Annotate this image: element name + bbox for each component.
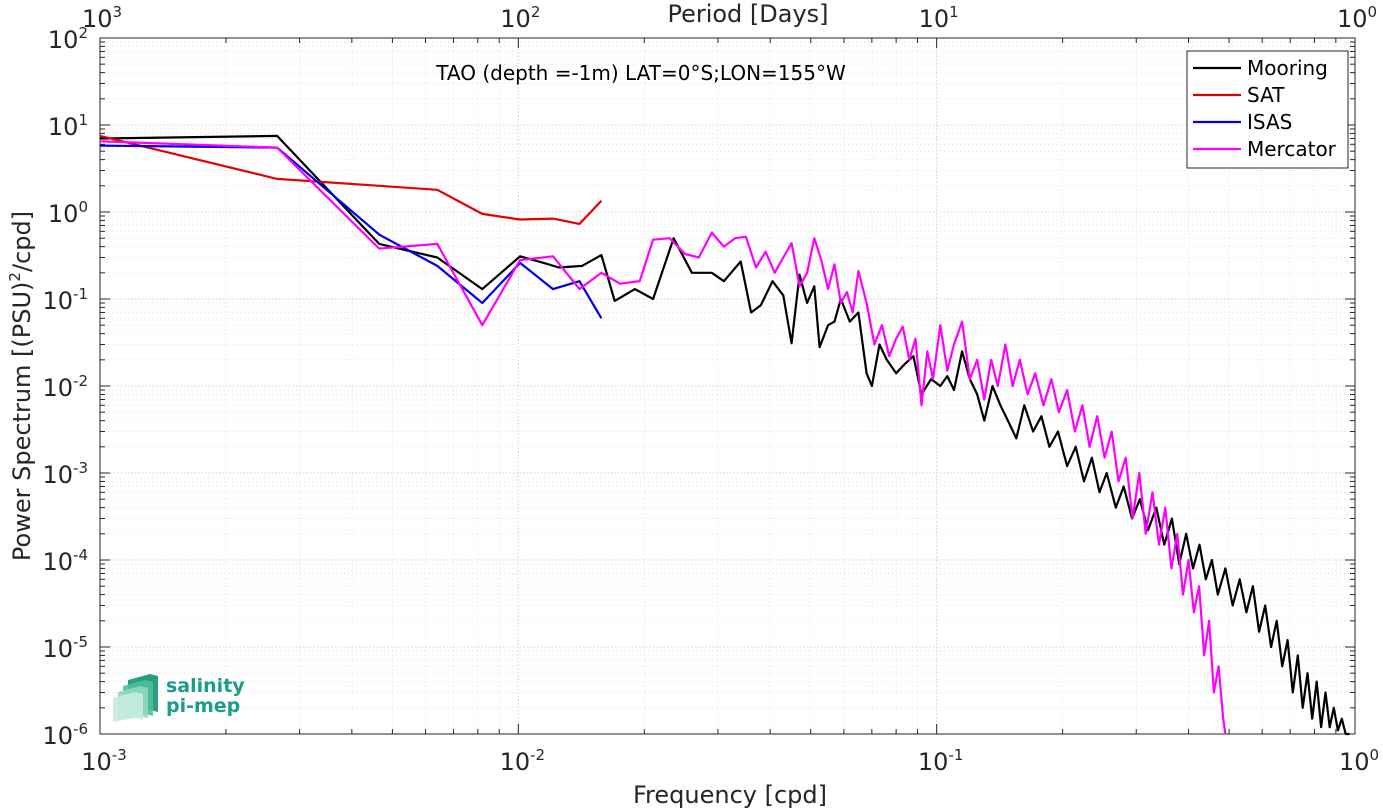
y-axis-title-tail: /cpd] [8, 211, 36, 272]
y-axis-title-sup: 2 [6, 272, 24, 282]
y-axis-title: Power Spectrum [(PSU)2/cpd] [6, 211, 36, 561]
y-tick-label: 101 [48, 111, 88, 141]
series-line-mercator [99, 140, 1227, 735]
logo-text-pimep: pi-mep [166, 695, 240, 717]
wave-logo-icon [113, 674, 158, 722]
x-tick-label: 10-3 [81, 746, 127, 776]
top-x-tick-label: 102 [500, 3, 540, 33]
top-x-tick-label: 101 [919, 3, 959, 33]
legend-label-isas: ISAS [1247, 110, 1292, 134]
grid-lines [99, 38, 1355, 735]
x-tick-label: 10-2 [500, 746, 546, 776]
salinity-pimep-logo: salinity pi-mep [113, 674, 245, 722]
y-tick-label: 10-1 [42, 285, 88, 315]
legend-label-mooring: Mooring [1247, 56, 1328, 80]
legend: Mooring SAT ISAS Mercator [1186, 50, 1349, 169]
series-line-mooring [99, 134, 1350, 736]
chart-title: TAO (depth =-1m) LAT=0°S;LON=155°W [435, 61, 846, 85]
y-tick-label: 102 [48, 24, 88, 54]
y-tick-label: 10-6 [42, 720, 88, 750]
x-tick-label: 10-1 [918, 746, 964, 776]
x-tick-label: 100 [1339, 746, 1379, 776]
legend-label-mercator: Mercator [1247, 137, 1337, 161]
top-axis-title: Period [Days] [667, 0, 828, 28]
y-tick-label: 10-4 [42, 546, 88, 576]
y-tick-label: 10-3 [42, 459, 88, 489]
tick-marks [99, 37, 1356, 735]
data-series [99, 134, 1350, 736]
series-line-isas [99, 144, 603, 319]
top-x-tick-label: 100 [1337, 3, 1377, 33]
legend-label-sat: SAT [1247, 83, 1285, 107]
y-axis-title-main: Power Spectrum [(PSU) [8, 282, 36, 561]
y-tick-label: 100 [48, 198, 88, 228]
y-tick-label: 10-2 [42, 372, 88, 402]
top-x-tick-label: 103 [82, 3, 122, 33]
y-tick-label: 10-5 [42, 633, 88, 663]
x-axis-title: Frequency [cpd] [633, 781, 827, 809]
logo-text-salinity: salinity [166, 675, 245, 697]
